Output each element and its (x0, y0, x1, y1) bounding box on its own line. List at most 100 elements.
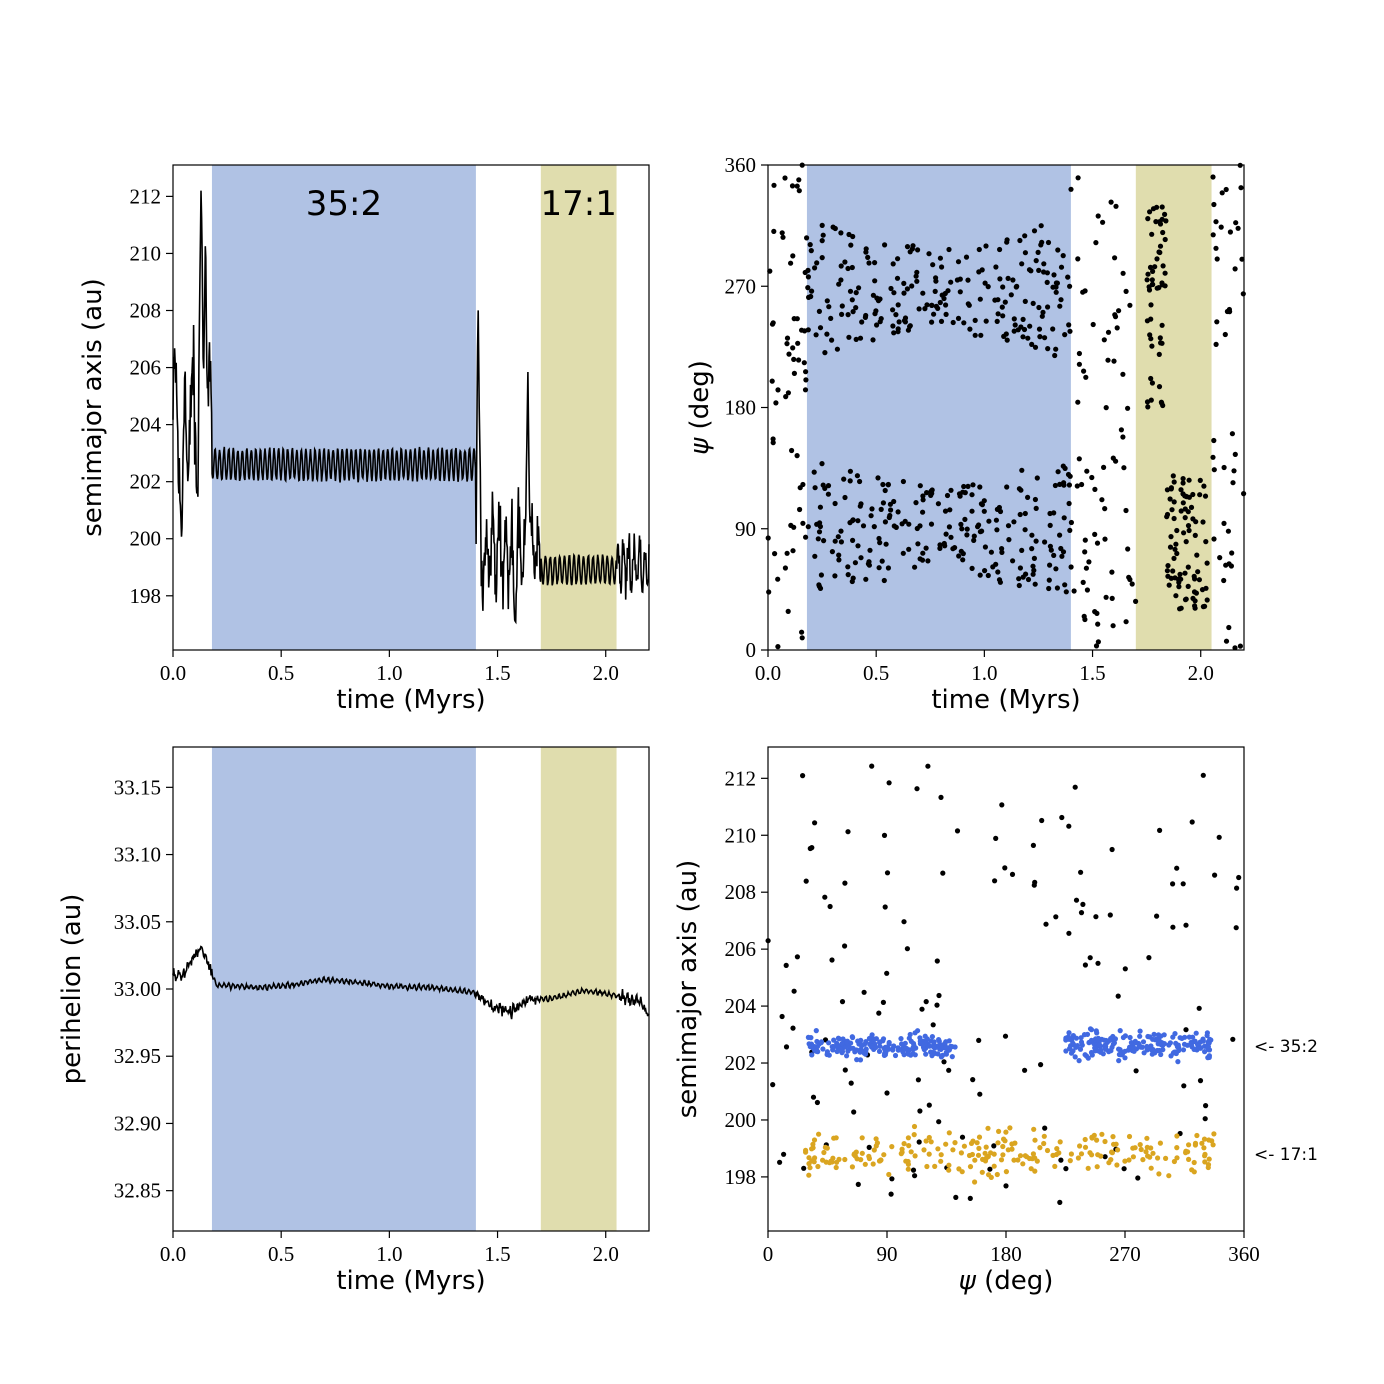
data-point (1054, 280, 1060, 286)
data-point (859, 1042, 865, 1048)
data-point (1186, 477, 1192, 483)
data-point (1047, 562, 1053, 568)
data-point (1054, 1146, 1060, 1152)
data-point (1005, 523, 1012, 529)
x-tick-label: 2.0 (593, 661, 619, 685)
data-point (1068, 1151, 1074, 1157)
data-point (1186, 1156, 1192, 1162)
data-point (1211, 201, 1217, 208)
data-point (1003, 331, 1009, 337)
data-point (854, 1057, 860, 1063)
data-point (1094, 610, 1100, 617)
data-point (790, 253, 796, 259)
data-point (977, 572, 983, 578)
data-point (816, 583, 823, 590)
y-tick-label: 202 (725, 1051, 757, 1075)
data-point (972, 1157, 978, 1163)
data-point (818, 1040, 824, 1046)
data-point (1020, 334, 1026, 340)
data-point (881, 832, 888, 839)
data-point (865, 254, 871, 260)
data-point (1077, 1046, 1084, 1052)
data-point (899, 1041, 905, 1047)
data-point (1123, 619, 1129, 625)
data-point (815, 1163, 821, 1170)
data-point (943, 1039, 949, 1045)
data-point (1200, 1038, 1206, 1044)
data-point (1030, 842, 1036, 849)
data-point (829, 549, 836, 555)
data-point (1000, 284, 1006, 290)
data-point (769, 378, 775, 384)
data-point (779, 1013, 785, 1020)
data-point (1053, 566, 1059, 572)
data-point (1213, 219, 1219, 225)
data-point (1085, 1165, 1091, 1171)
data-point (1191, 1159, 1197, 1166)
data-point (1041, 1133, 1047, 1139)
data-point (983, 1155, 990, 1161)
data-point (1040, 309, 1046, 315)
y-tick-label: 204 (725, 994, 757, 1018)
data-point (942, 543, 948, 549)
data-point (995, 569, 1001, 575)
data-point (1114, 325, 1120, 331)
data-point (1054, 585, 1060, 591)
data-point (946, 246, 952, 253)
data-point (885, 565, 892, 571)
data-point (842, 943, 848, 949)
data-point (908, 1038, 914, 1044)
data-point (996, 504, 1003, 511)
data-point (994, 318, 1000, 324)
data-point (836, 552, 842, 558)
data-point (1170, 881, 1176, 887)
data-point (871, 524, 877, 530)
data-point (1174, 865, 1180, 871)
data-point (1096, 1042, 1103, 1048)
data-point (1229, 431, 1235, 437)
data-point (801, 1165, 807, 1171)
data-point (889, 1176, 895, 1182)
data-point (845, 564, 851, 570)
data-point (1114, 1162, 1120, 1168)
data-point (872, 278, 878, 284)
data-point (1129, 581, 1135, 587)
data-point (1036, 326, 1043, 332)
data-point (1205, 1164, 1211, 1171)
data-point (810, 1094, 817, 1100)
data-point (1232, 645, 1238, 651)
data-point (902, 319, 909, 325)
data-point (971, 533, 977, 539)
data-point (972, 1179, 978, 1185)
data-point (1101, 464, 1107, 470)
data-point (813, 332, 819, 338)
data-point (791, 988, 797, 994)
data-point (1144, 277, 1150, 283)
resonance-band (806, 165, 1071, 650)
data-point (1017, 511, 1023, 518)
x-tick-label: 180 (990, 1242, 1022, 1266)
data-point (1144, 1043, 1150, 1050)
data-point (850, 1034, 856, 1041)
data-point (788, 260, 794, 266)
data-point (832, 538, 838, 544)
data-point (1082, 549, 1088, 555)
data-point (962, 490, 968, 496)
y-tick-label: 210 (130, 241, 162, 265)
data-point (1110, 623, 1116, 629)
data-point (1172, 575, 1178, 581)
x-tick-label: 0.5 (863, 661, 889, 685)
data-point (1185, 583, 1191, 590)
data-point (1031, 228, 1038, 234)
data-point (847, 478, 853, 484)
data-point (832, 225, 838, 232)
data-point (1041, 1140, 1047, 1147)
data-point (1163, 1155, 1169, 1161)
data-point (827, 903, 833, 910)
data-point (1192, 576, 1198, 582)
data-point (814, 1038, 820, 1045)
data-point (819, 255, 825, 261)
data-point (800, 481, 806, 488)
data-point (1029, 532, 1035, 538)
data-point (1038, 1062, 1044, 1068)
